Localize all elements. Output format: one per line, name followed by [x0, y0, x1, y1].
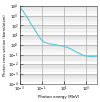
X-axis label: Photon energy (MeV): Photon energy (MeV) [38, 95, 79, 99]
Y-axis label: Photon cross section (barns/atom): Photon cross section (barns/atom) [3, 14, 7, 76]
